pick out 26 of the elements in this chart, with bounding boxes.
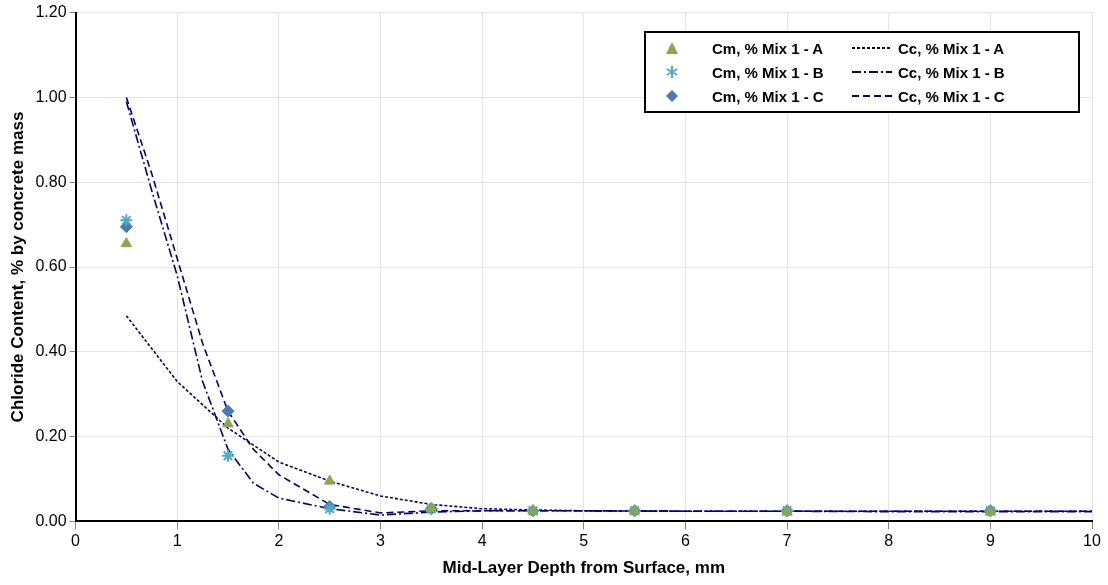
y-tick-label: 0.40 bbox=[35, 342, 67, 360]
x-tick-label: 6 bbox=[680, 532, 690, 550]
legend-label: Cm, % Mix 1 - B bbox=[712, 63, 824, 81]
y-tick-label: 1.20 bbox=[35, 3, 67, 21]
x-tick-label: 10 bbox=[1083, 532, 1101, 550]
y-tick-label: 0.00 bbox=[35, 511, 67, 529]
legend-label: Cm, % Mix 1 - C bbox=[712, 87, 824, 105]
x-tick-label: 7 bbox=[782, 532, 792, 550]
legend-label: Cc, % Mix 1 - B bbox=[898, 63, 1005, 81]
legend-label: Cm, % Mix 1 - A bbox=[712, 39, 824, 57]
x-tick-label: 5 bbox=[579, 532, 589, 550]
x-tick-label: 2 bbox=[274, 532, 284, 550]
x-tick-label: 0 bbox=[71, 532, 81, 550]
y-axis-title: Chloride Content, % by concrete mass bbox=[7, 111, 27, 423]
y-tick-label: 0.80 bbox=[35, 172, 67, 190]
y-tick-label: 0.20 bbox=[35, 427, 67, 445]
legend-label: Cc, % Mix 1 - A bbox=[898, 39, 1005, 57]
y-tick-label: 0.60 bbox=[35, 257, 67, 275]
x-tick-label: 9 bbox=[985, 532, 995, 550]
x-tick-label: 4 bbox=[477, 532, 487, 550]
x-tick-label: 1 bbox=[172, 532, 182, 550]
x-tick-label: 8 bbox=[884, 532, 894, 550]
legend-label: Cc, % Mix 1 - C bbox=[898, 87, 1005, 105]
x-axis-title: Mid-Layer Depth from Surface, mm bbox=[442, 558, 725, 578]
x-tick-label: 3 bbox=[376, 532, 386, 550]
y-tick-label: 1.00 bbox=[35, 87, 67, 105]
